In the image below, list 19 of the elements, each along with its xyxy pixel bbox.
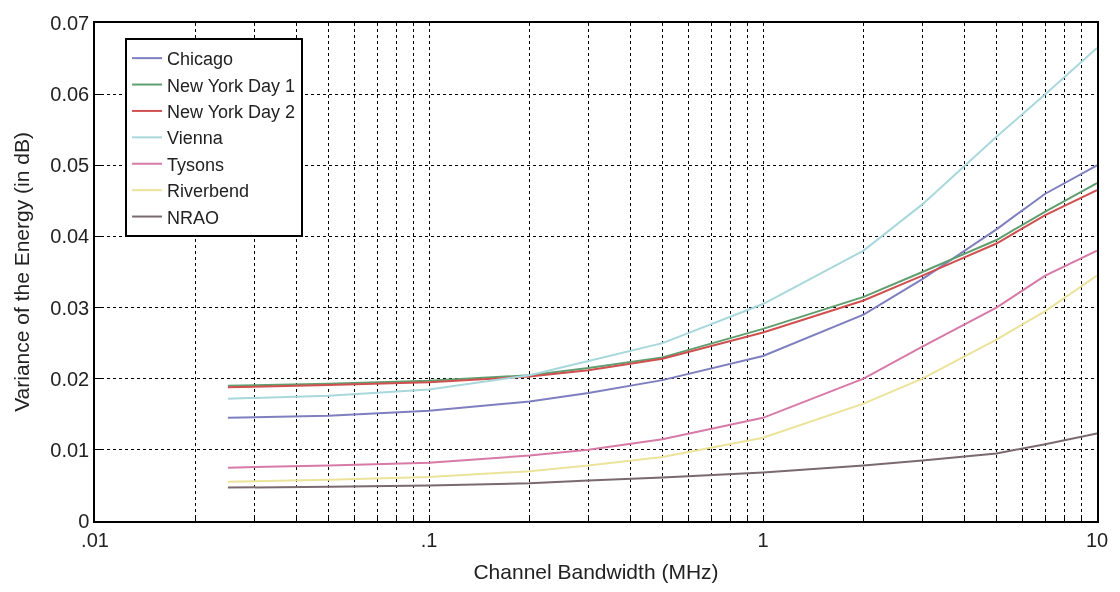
y-tick-label: 0.07 xyxy=(50,12,90,34)
y-tick-label: 0.03 xyxy=(50,296,90,319)
legend-label: New York Day 2 xyxy=(167,101,296,122)
y-tick-label: 0.06 xyxy=(50,83,90,106)
y-tick-label: 0.02 xyxy=(50,367,90,390)
y-axis-title: Variance of the Energy (in dB) xyxy=(9,132,33,412)
y-tick-label: 0.04 xyxy=(50,225,90,248)
legend-label: Vienna xyxy=(167,128,224,149)
legend-label: New York Day 1 xyxy=(167,75,296,96)
x-tick-label: .1 xyxy=(420,528,438,551)
legend-label: Chicago xyxy=(167,49,234,70)
x-tick-label: 10 xyxy=(1085,528,1109,551)
x-axis-title: Channel Bandwidth (MHz) xyxy=(473,560,719,584)
legend-label: Tysons xyxy=(167,154,225,175)
y-tick-label: 0.01 xyxy=(50,438,90,461)
x-tick-label: 1 xyxy=(757,528,769,551)
legend-label: Riverbend xyxy=(167,181,250,202)
legend-label: NRAO xyxy=(167,207,220,228)
y-tick-label: 0.05 xyxy=(50,154,90,177)
